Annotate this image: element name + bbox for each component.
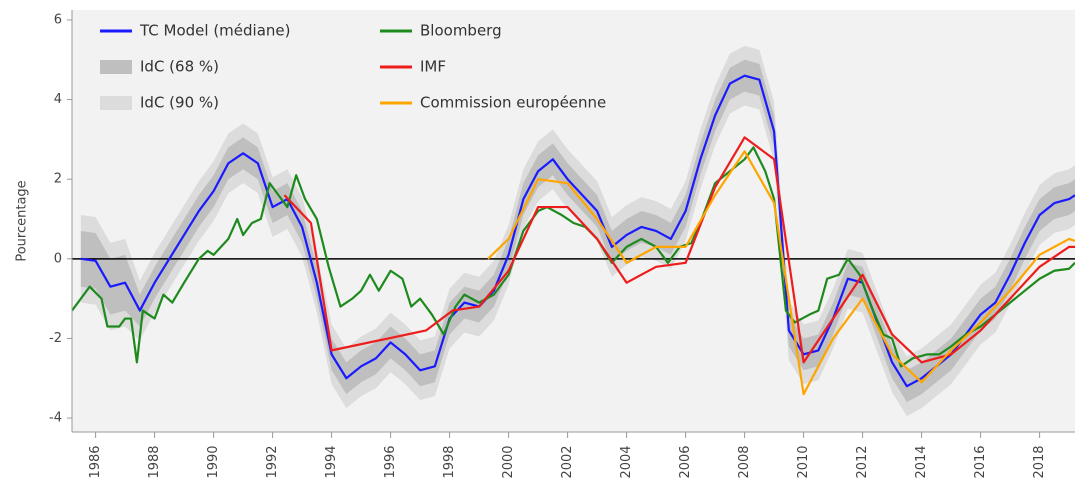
x-tick-label: 1994 — [324, 445, 339, 478]
x-tick-label: 2008 — [737, 445, 752, 478]
x-tick-label: 2002 — [560, 445, 575, 478]
x-tick-label: 2014 — [914, 445, 929, 478]
y-tick-label: -2 — [49, 331, 62, 346]
x-tick-label: 1992 — [265, 445, 280, 478]
x-tick-label: 1986 — [88, 445, 103, 478]
x-tick-label: 2006 — [678, 445, 693, 478]
y-tick-label: 4 — [54, 92, 62, 107]
x-tick-label: 2004 — [619, 445, 634, 478]
series-line — [80, 74, 1075, 388]
legend-label: Bloomberg — [420, 22, 502, 40]
legend-swatch — [100, 96, 132, 110]
x-tick-label: 1998 — [442, 445, 457, 478]
x-tick-label: 2016 — [973, 445, 988, 478]
x-tick-label: 2012 — [855, 445, 870, 478]
x-tick-label: 2010 — [796, 445, 811, 478]
x-tick-label: 1988 — [147, 445, 162, 478]
y-axis-label: Pourcentage — [15, 180, 30, 261]
y-tick-label: -4 — [49, 411, 62, 426]
legend-label: IdC (68 %) — [140, 58, 219, 76]
x-tick-label: 1996 — [383, 445, 398, 478]
y-tick-label: 6 — [54, 12, 62, 27]
x-tick-label: 1990 — [206, 445, 221, 478]
x-tick-label: 2000 — [501, 445, 516, 478]
y-tick-label: 2 — [54, 172, 62, 187]
plot-area — [72, 45, 1075, 417]
legend-swatch — [100, 60, 132, 74]
legend-label: TC Model (médiane) — [139, 22, 291, 40]
series-line — [487, 150, 1075, 396]
legend-label: Commission européenne — [420, 94, 606, 112]
legend: TC Model (médiane) IdC (68 %) IdC (90 %) Bl… — [100, 22, 606, 112]
x-tick-label: 2018 — [1032, 445, 1047, 478]
y-tick-label: 0 — [54, 251, 62, 266]
legend-label: IMF — [420, 58, 446, 76]
legend-label: IdC (90 %) — [140, 94, 219, 112]
series-line — [283, 136, 1075, 364]
